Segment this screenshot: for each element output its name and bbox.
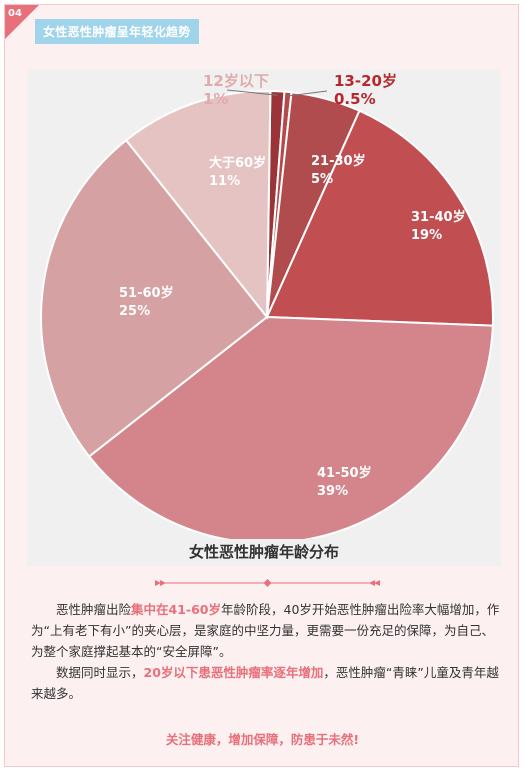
slice-percent-label: 19% xyxy=(411,228,442,243)
slice-percent-label: 39% xyxy=(317,484,348,499)
pie-slice xyxy=(124,90,272,320)
slice-percent-label: 11% xyxy=(209,174,240,189)
pie-slice xyxy=(265,109,494,327)
decorative-divider xyxy=(155,579,380,587)
highlight-text: 20岁以下患恶性肿瘤率逐年增加 xyxy=(143,665,324,680)
paragraph-2: 数据同时显示，20岁以下患恶性肿瘤率逐年增加，恶性肿瘤“青睐”儿童及青年越来越多… xyxy=(31,665,499,701)
highlight-text: 集中在41-60岁 xyxy=(131,602,221,617)
slice-label: 大于60岁 xyxy=(209,155,266,171)
leader-line xyxy=(226,89,278,96)
pie-slice xyxy=(40,138,269,458)
slice-percent-label: 25% xyxy=(119,304,150,319)
slice-label: 13-20岁 xyxy=(334,72,397,90)
slice-percent-label: 5% xyxy=(311,172,333,187)
slice-label: 21-30岁 xyxy=(311,153,366,169)
article-card: 04 女性恶性肿瘤呈年轻化趋势 12岁以下 1% 13-20岁 0.5% 21-30岁 5… xyxy=(4,4,519,767)
slice-percent-label: 1% xyxy=(203,90,228,108)
pie-chart-panel: 12岁以下 1% 13-20岁 0.5% 21-30岁 5% 31-40岁 19% 41-50岁… xyxy=(27,69,501,566)
slice-percent-label: 0.5% xyxy=(334,90,376,108)
leader-line xyxy=(287,90,328,97)
slogan: 关注健康，增加保障，防患于未然! xyxy=(165,732,360,747)
slice-label: 12岁以下 xyxy=(203,72,269,90)
corner-badge xyxy=(5,5,39,39)
paragraph-1: 恶性肿瘤出险集中在41-60岁年龄阶段，40岁开始恶性肿瘤出险率大幅增加，作为“… xyxy=(31,602,500,659)
pie-slice xyxy=(87,315,494,544)
slice-label: 41-50岁 xyxy=(317,465,372,481)
section-number: 04 xyxy=(8,8,22,19)
section-title-tag: 女性恶性肿瘤呈年轻化趋势 xyxy=(35,19,199,44)
slice-label: 31-40岁 xyxy=(411,209,466,225)
slice-label: 51-60岁 xyxy=(119,285,174,301)
chart-title: 女性恶性肿瘤年龄分布 xyxy=(188,543,339,561)
